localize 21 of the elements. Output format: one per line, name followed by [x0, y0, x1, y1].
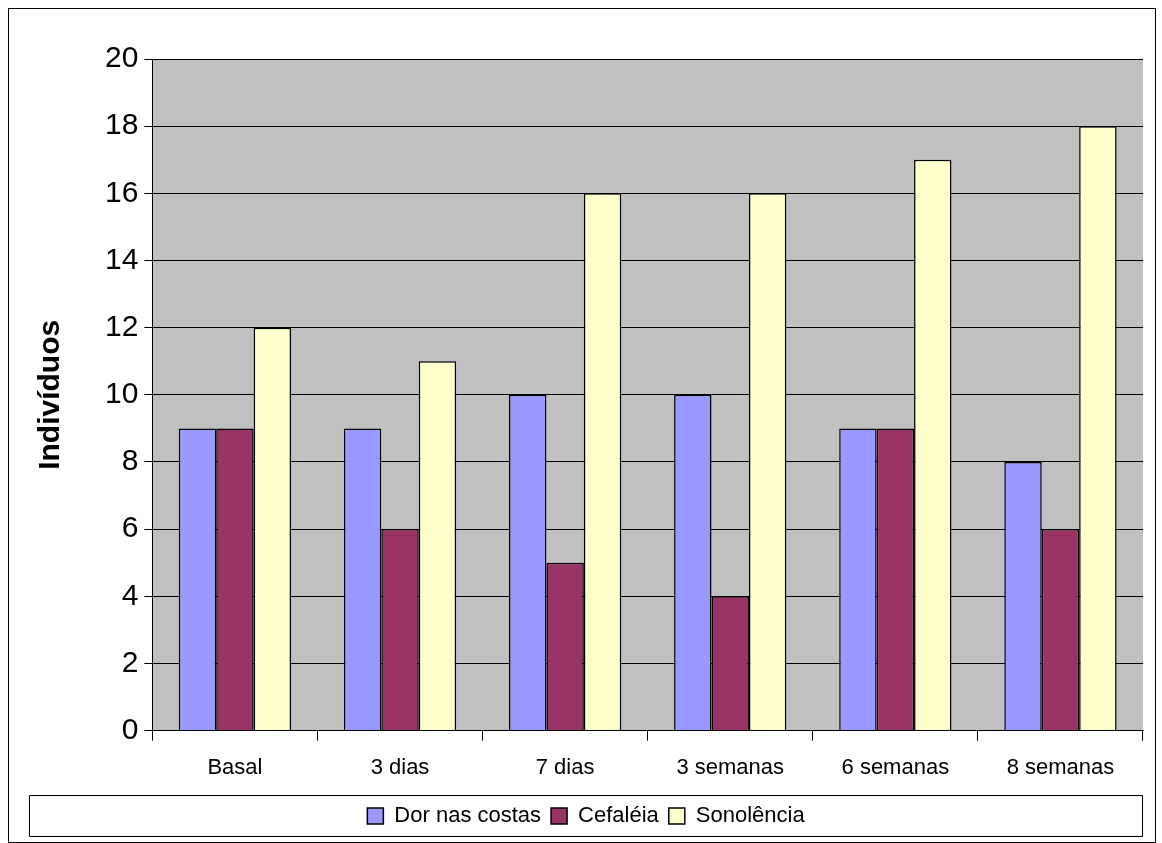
y-tick-label: 14: [104, 241, 139, 275]
y-tick-label: 20: [104, 40, 139, 74]
y-tick-label: 4: [121, 577, 139, 611]
legend-label: Dor nas costas: [394, 802, 542, 828]
x-tick-label: 8 semanas: [1006, 753, 1115, 779]
y-tick-label: 2: [121, 644, 139, 678]
legend-label: Sonolência: [695, 802, 806, 828]
x-tick-label: 6 semanas: [841, 753, 950, 779]
x-tick-label: 7 dias: [535, 753, 595, 779]
x-tick-label: Basal: [207, 753, 263, 779]
y-tick-label: 0: [121, 711, 139, 745]
y-tick-label: 12: [104, 308, 139, 342]
y-axis-title: Indivíduos: [32, 319, 66, 470]
y-tick-label: 10: [104, 376, 139, 410]
legend-label: Cefaléia: [578, 802, 660, 828]
y-tick-label: 8: [121, 443, 139, 477]
y-tick-label: 6: [121, 510, 139, 544]
y-tick-label: 16: [104, 174, 139, 208]
x-tick-label: 3 semanas: [676, 753, 785, 779]
y-tick-label: 18: [104, 107, 139, 141]
x-tick-label: 3 dias: [370, 753, 430, 779]
